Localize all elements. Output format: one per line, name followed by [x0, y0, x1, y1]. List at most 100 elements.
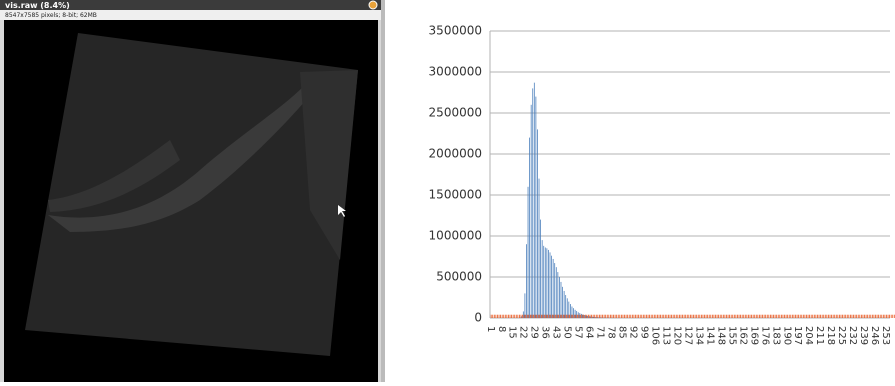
bar: [692, 315, 693, 318]
bar: [875, 315, 876, 318]
bar: [867, 315, 868, 318]
y-tick-label: 2500000: [429, 106, 482, 120]
bar: [819, 315, 820, 318]
bar: [623, 315, 624, 318]
bar: [740, 315, 741, 318]
x-tick-label: 1: [485, 326, 496, 332]
bar: [499, 315, 500, 318]
bar: [604, 315, 605, 318]
bar: [704, 315, 705, 318]
bar: [502, 315, 503, 318]
bar: [503, 315, 504, 318]
x-tick-label: 78: [606, 326, 617, 339]
bar: [682, 315, 683, 318]
bar: [706, 315, 707, 318]
bar: [597, 317, 598, 318]
bar: [778, 315, 779, 318]
bar: [789, 315, 790, 318]
bar: [693, 315, 694, 318]
bar: [599, 315, 600, 318]
bar: [765, 315, 766, 318]
bar: [764, 315, 765, 318]
bar: [648, 315, 649, 318]
bar: [800, 315, 801, 318]
x-tick-label: 71: [595, 326, 606, 339]
bar: [845, 315, 846, 318]
x-tick-label: 197: [792, 326, 803, 345]
bar: [892, 315, 893, 318]
y-tick-label: 2000000: [429, 147, 482, 161]
window-close-button[interactable]: [369, 1, 377, 9]
bar: [848, 315, 849, 318]
bar: [863, 315, 864, 318]
bar: [831, 315, 832, 318]
bar: [654, 315, 655, 318]
bar: [668, 315, 669, 318]
bar: [546, 248, 547, 318]
bar: [522, 315, 523, 318]
bar: [726, 315, 727, 318]
x-tick-label: 246: [869, 326, 880, 345]
bar: [610, 315, 611, 318]
x-tick-label: 36: [540, 326, 551, 339]
bar: [562, 287, 563, 318]
x-tick-label: 176: [759, 326, 770, 345]
bar: [715, 315, 716, 318]
bar: [584, 315, 585, 318]
bar: [547, 315, 548, 318]
bar: [690, 315, 691, 318]
bar: [595, 317, 596, 318]
x-tick-label: 64: [584, 326, 595, 339]
x-tick-label: 239: [858, 326, 869, 345]
bar: [590, 315, 591, 318]
bar: [775, 315, 776, 318]
bar: [616, 315, 617, 318]
x-tick-label: 134: [693, 326, 704, 345]
bar: [618, 315, 619, 318]
bar: [679, 315, 680, 318]
bar: [825, 315, 826, 318]
y-tick-label: 0: [474, 311, 482, 325]
bar: [837, 315, 838, 318]
bar: [811, 315, 812, 318]
bar: [524, 315, 525, 318]
bar: [790, 315, 791, 318]
bar: [550, 315, 551, 318]
bar: [853, 315, 854, 318]
bar: [561, 282, 562, 318]
bar: [684, 315, 685, 318]
bar: [602, 315, 603, 318]
bar: [646, 315, 647, 318]
bar: [729, 315, 730, 318]
bar: [823, 315, 824, 318]
bar: [554, 263, 555, 318]
bar: [532, 88, 533, 318]
bar: [601, 315, 602, 318]
bar: [815, 315, 816, 318]
bar: [591, 315, 592, 318]
bar: [822, 315, 823, 318]
bar: [581, 314, 582, 318]
bar: [888, 315, 889, 318]
y-tick-label: 1500000: [429, 188, 482, 202]
bar: [714, 315, 715, 318]
bar: [742, 315, 743, 318]
bar: [531, 105, 532, 318]
bar: [632, 315, 633, 318]
bar: [638, 315, 639, 318]
bar: [891, 315, 892, 318]
bar: [514, 315, 515, 318]
bar: [794, 315, 795, 318]
bar: [856, 315, 857, 318]
bar: [594, 317, 595, 318]
bar: [889, 315, 890, 318]
bar: [756, 315, 757, 318]
bar: [624, 315, 625, 318]
bar: [572, 315, 573, 318]
bar: [665, 315, 666, 318]
bar: [566, 315, 567, 318]
bar: [814, 315, 815, 318]
bar: [521, 316, 522, 318]
bar: [540, 220, 541, 318]
bar: [852, 315, 853, 318]
